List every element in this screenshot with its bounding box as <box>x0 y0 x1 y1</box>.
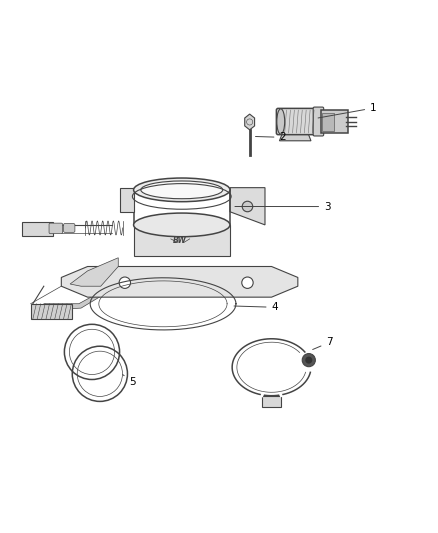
FancyBboxPatch shape <box>64 223 75 232</box>
Polygon shape <box>262 395 281 407</box>
Polygon shape <box>31 304 72 319</box>
Circle shape <box>302 353 315 367</box>
Polygon shape <box>245 114 254 130</box>
Circle shape <box>242 201 253 212</box>
Text: BW: BW <box>173 236 187 245</box>
Polygon shape <box>279 133 311 141</box>
Polygon shape <box>70 258 118 286</box>
FancyBboxPatch shape <box>322 113 334 131</box>
Text: 4: 4 <box>234 302 278 312</box>
Circle shape <box>305 357 312 364</box>
Circle shape <box>119 277 131 288</box>
FancyBboxPatch shape <box>49 223 63 233</box>
Ellipse shape <box>134 178 230 201</box>
Ellipse shape <box>141 181 223 199</box>
Text: 5: 5 <box>123 375 136 387</box>
FancyBboxPatch shape <box>276 108 317 135</box>
Ellipse shape <box>277 109 285 134</box>
Ellipse shape <box>134 213 230 237</box>
FancyBboxPatch shape <box>321 110 348 133</box>
Text: 7: 7 <box>313 337 333 350</box>
Text: 3: 3 <box>235 201 331 212</box>
Circle shape <box>242 277 253 288</box>
FancyBboxPatch shape <box>313 107 324 136</box>
Polygon shape <box>230 188 265 225</box>
Polygon shape <box>22 222 53 236</box>
Polygon shape <box>44 290 103 310</box>
Text: 1: 1 <box>318 103 377 118</box>
Polygon shape <box>120 188 134 212</box>
Polygon shape <box>134 225 230 255</box>
Text: 2: 2 <box>255 132 286 142</box>
Polygon shape <box>61 266 298 297</box>
